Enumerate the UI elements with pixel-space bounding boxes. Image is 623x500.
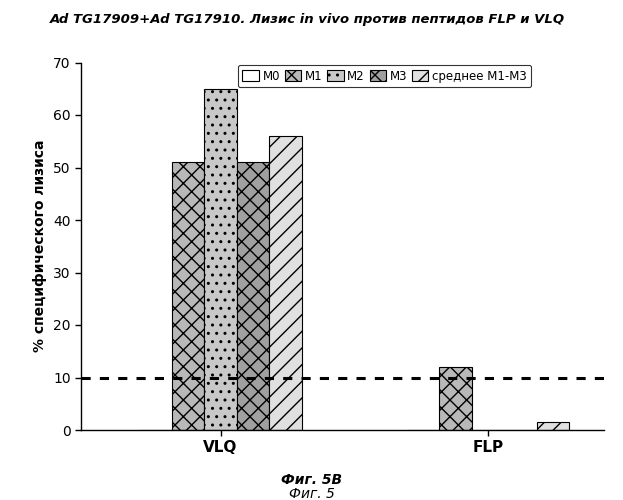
Bar bbox=[204, 89, 237, 430]
Bar bbox=[237, 162, 269, 430]
Bar bbox=[172, 162, 204, 430]
Y-axis label: % специфического лизиса: % специфического лизиса bbox=[34, 140, 47, 352]
Text: Фиг. 5В: Фиг. 5В bbox=[281, 472, 342, 486]
Text: Фиг. 5: Фиг. 5 bbox=[288, 488, 335, 500]
Bar bbox=[537, 422, 569, 430]
Legend: M0, M1, M2, M3, среднее M1-M3: M0, M1, M2, M3, среднее M1-M3 bbox=[238, 65, 531, 88]
Text: Ad TG17909+Ad TG17910. Лизис in vivo против пептидов FLP и VLQ: Ad TG17909+Ad TG17910. Лизис in vivo про… bbox=[50, 12, 565, 26]
Bar bbox=[269, 136, 302, 430]
Bar bbox=[439, 367, 472, 430]
